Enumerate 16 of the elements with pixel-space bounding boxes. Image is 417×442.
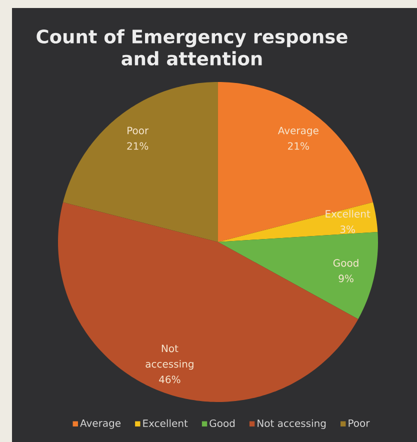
legend-label: Good [210, 419, 235, 428]
slice-label: Excellent [326, 210, 370, 218]
data-label: 46% [159, 376, 180, 384]
legend-label: Poor [348, 419, 370, 427]
legend-label: Average [80, 419, 121, 429]
data-label: 3% [340, 226, 355, 234]
data-label: 21% [127, 142, 148, 150]
data-label: 21% [288, 142, 309, 150]
data-label: 9% [338, 274, 354, 282]
legend-label: Not accessing [258, 419, 326, 430]
chart-title: Count of Emergency response and attention [36, 29, 348, 66]
legend-label: Excellent [143, 419, 188, 428]
slice-label: Not accessing [146, 344, 194, 370]
slice-label: Poor [128, 126, 149, 134]
slice-label: Good [333, 258, 358, 267]
slice-label: Average [278, 126, 318, 136]
